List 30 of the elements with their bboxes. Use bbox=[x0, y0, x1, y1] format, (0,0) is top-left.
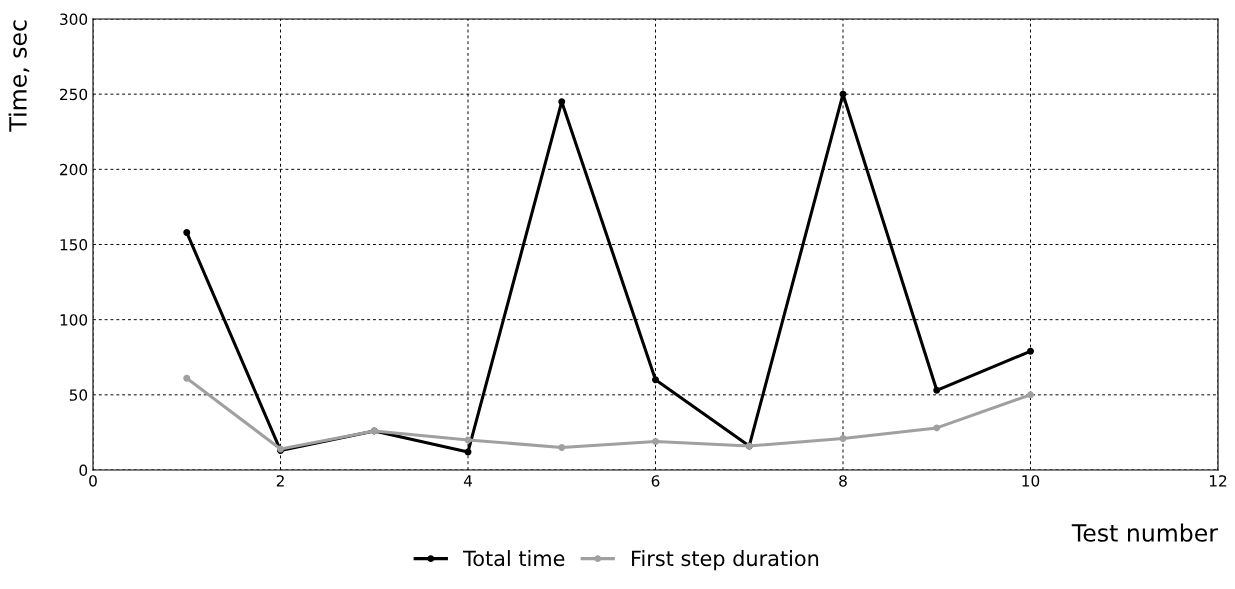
point bbox=[558, 443, 566, 451]
point bbox=[558, 98, 566, 106]
point bbox=[839, 434, 847, 442]
y-axis-title: Time, sec bbox=[8, 20, 30, 132]
x-tick-label: 2 bbox=[276, 475, 284, 487]
x-axis-title: Test number bbox=[1071, 523, 1218, 542]
x-tick-label: 12 bbox=[1209, 475, 1227, 487]
point bbox=[933, 424, 941, 432]
legend-label: First step duration bbox=[632, 550, 819, 571]
point bbox=[933, 386, 941, 394]
y-tick-label: 0 bbox=[79, 464, 88, 477]
point bbox=[652, 437, 659, 445]
point bbox=[183, 229, 191, 236]
point bbox=[652, 376, 659, 384]
y-tick-label: 300 bbox=[60, 13, 88, 26]
point bbox=[839, 90, 847, 98]
legend-label: Total time bbox=[463, 550, 565, 567]
y-tick-label: 250 bbox=[60, 88, 88, 101]
x-tick-label: 4 bbox=[463, 475, 472, 487]
x-tick-label: 8 bbox=[839, 475, 847, 487]
y-tick-label: 150 bbox=[60, 238, 88, 251]
point bbox=[183, 374, 191, 382]
point bbox=[1027, 391, 1034, 399]
x-tick-label: 0 bbox=[89, 475, 97, 487]
y-tick-label: 100 bbox=[60, 314, 88, 326]
x-tick-label: 6 bbox=[651, 475, 660, 487]
y-tick-label: 50 bbox=[69, 389, 88, 401]
y-tick-label: 200 bbox=[60, 163, 88, 176]
x-tick-label: 10 bbox=[1022, 475, 1040, 487]
point bbox=[1027, 347, 1034, 355]
